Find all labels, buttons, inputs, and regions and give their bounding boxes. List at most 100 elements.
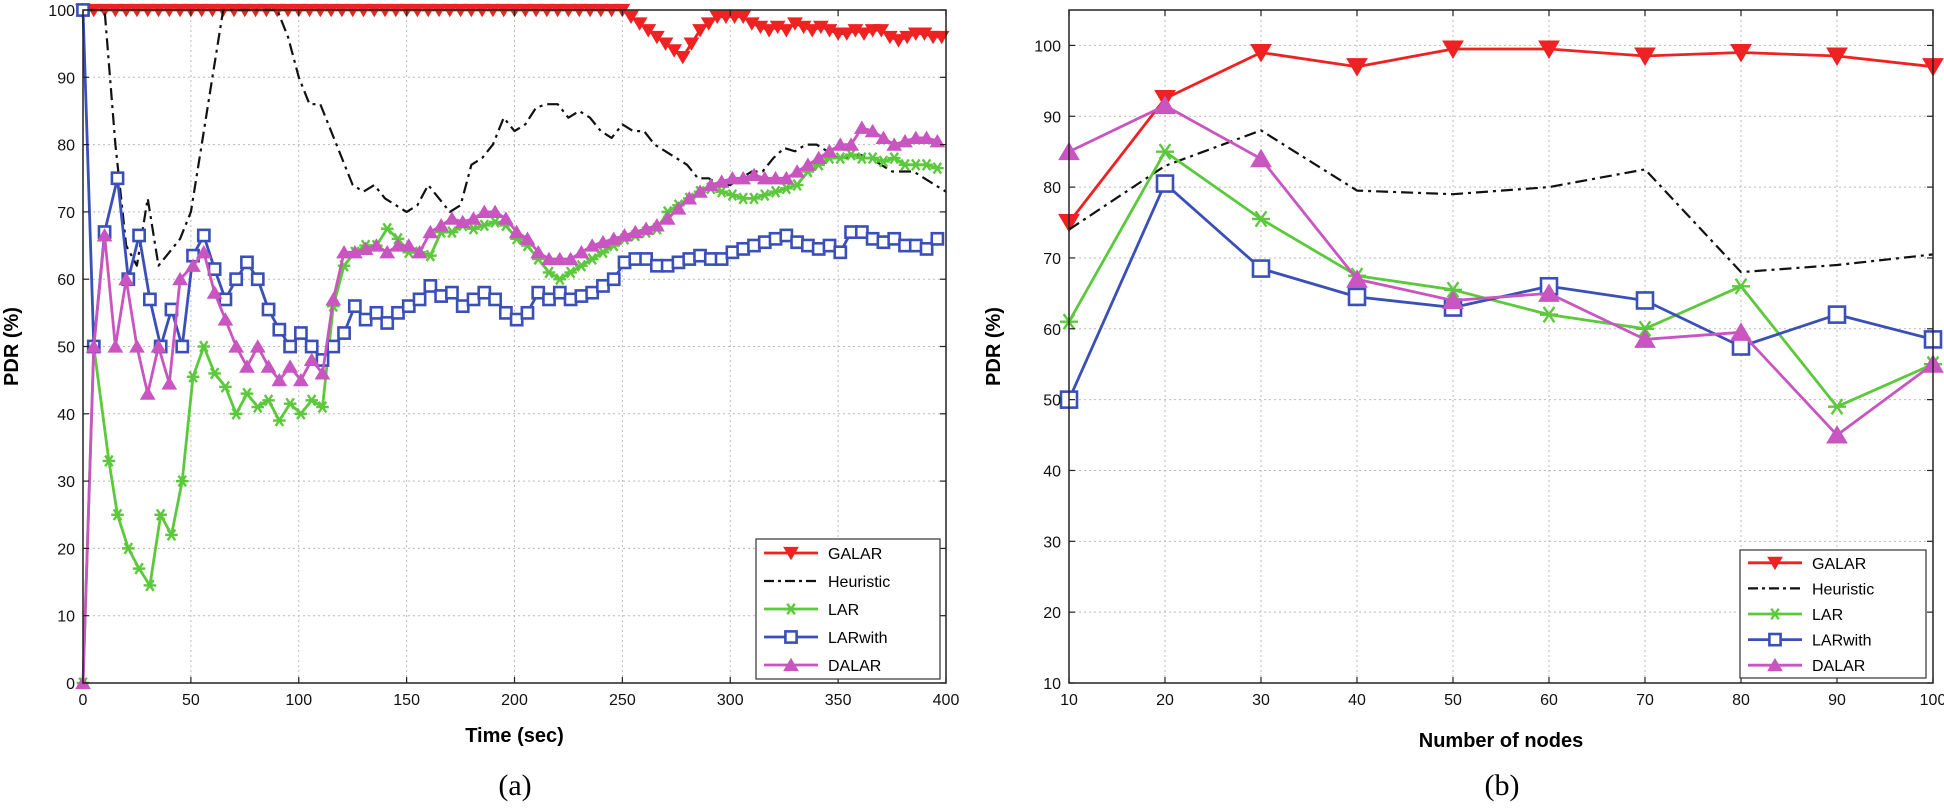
data-point-galar: [804, 24, 821, 38]
data-point-lar: [1156, 143, 1174, 161]
data-point-lar: [780, 182, 793, 195]
y-tick-label: 50: [57, 340, 75, 357]
chart-b: 10 20 30 40 50 60 70 80 90 100 10 20 30 40 50 60 70 80 90 1…: [983, 9, 1944, 802]
star-stroke: [786, 602, 796, 616]
x-tick-label: 80: [1732, 692, 1750, 709]
star-stroke: [274, 414, 285, 427]
legend-marker: [783, 546, 799, 561]
data-point-dalar: [1346, 269, 1368, 288]
data-point-larwith: [380, 316, 395, 330]
data-point-dalar: [96, 228, 113, 242]
star-stroke: [199, 340, 209, 353]
x-tick-label: 200: [501, 692, 528, 709]
star-stroke: [544, 266, 554, 279]
data-point-dalar: [778, 170, 795, 185]
star-stroke: [555, 273, 565, 286]
x-axis-label: Time (sec): [465, 725, 564, 747]
x-tick-label: 350: [825, 692, 852, 709]
star-stroke: [242, 387, 252, 400]
data-point-lar: [165, 528, 178, 541]
star-stroke: [565, 266, 576, 279]
star-stroke: [490, 215, 500, 229]
data-point-lar: [1540, 306, 1558, 323]
star-stroke: [306, 394, 317, 407]
data-point-larwith: [175, 339, 190, 354]
data-point-dalar: [541, 251, 557, 266]
star-stroke: [781, 182, 792, 195]
y-tick-label: 0: [66, 676, 75, 693]
legend: GALAR Heuristic LAR LARwith DALAR: [755, 538, 941, 680]
data-point-larwith: [132, 228, 146, 243]
series-heuristic: [1068, 129, 1934, 274]
star-stroke: [104, 454, 114, 467]
x-tick-label: 400: [933, 692, 960, 709]
legend-item-galar: GALAR: [764, 546, 882, 563]
data-point-lar: [251, 401, 265, 414]
data-point-galar: [873, 24, 890, 38]
series-line-heuristic: [1068, 129, 1934, 274]
data-point-dalar: [444, 211, 460, 225]
star-stroke: [921, 158, 932, 171]
data-point-dalar: [368, 238, 385, 252]
data-point-galar: [778, 24, 795, 38]
x-tick-label: 60: [1540, 692, 1558, 709]
data-point-dalar: [853, 120, 870, 134]
star-stroke: [209, 367, 220, 380]
legend: GALAR Heuristic LAR LARwith DALAR: [1739, 549, 1927, 679]
data-point-lar: [219, 380, 232, 393]
x-tick-label: 10: [1060, 692, 1078, 709]
y-tick-label: 30: [1043, 534, 1061, 551]
x-tick-label: 30: [1252, 692, 1270, 709]
star-stroke: [231, 407, 241, 420]
data-point-lar: [1444, 281, 1462, 299]
data-point-larwith: [283, 339, 298, 354]
data-point-lar: [553, 273, 567, 286]
x-tick-label: 90: [1828, 692, 1846, 709]
data-point-lar: [564, 266, 577, 279]
y-tick-label: 30: [57, 474, 75, 491]
data-point-lar: [305, 394, 318, 407]
legend-marker: [783, 657, 799, 672]
data-point-lar: [208, 367, 221, 380]
data-point-dalar: [487, 204, 503, 218]
legend-label: GALAR: [1812, 556, 1866, 573]
legend-marker: [1768, 607, 1782, 621]
star-stroke: [1542, 306, 1556, 323]
chart-a: 0 50 100 150 200 250 300 350 400 0 10 20 30 40 50 60 70 8…: [1, 3, 959, 802]
star-stroke: [252, 401, 263, 414]
star-stroke: [878, 155, 889, 168]
data-point-lar: [898, 158, 912, 171]
data-point-dalar: [918, 130, 935, 144]
data-point-larwith: [1155, 174, 1175, 193]
legend-marker: [784, 602, 798, 616]
data-point-galar: [1538, 40, 1560, 59]
data-point-larwith: [445, 285, 459, 300]
data-point-galar: [640, 24, 657, 38]
y-tick-label: 40: [57, 407, 75, 424]
star-stroke: [911, 158, 921, 171]
data-point-larwith: [1635, 291, 1655, 310]
series-larwith: [76, 3, 945, 367]
star-stroke: [468, 222, 479, 235]
y-tick-label: 90: [57, 70, 75, 87]
data-point-lar: [747, 192, 761, 205]
star-stroke: [889, 152, 899, 165]
data-point-larwith: [606, 272, 621, 287]
data-point-dalar: [746, 167, 762, 181]
data-point-lar: [769, 185, 782, 198]
data-point-dalar: [379, 244, 396, 259]
x-tick-label: 50: [1444, 692, 1462, 709]
star-stroke: [145, 579, 155, 592]
data-point-dalar: [433, 218, 450, 232]
data-point-galar: [692, 24, 708, 38]
x-tick-label: 40: [1348, 692, 1366, 709]
y-tick-label: 60: [57, 272, 75, 289]
data-point-lar: [445, 226, 459, 239]
data-point-dalar: [249, 339, 266, 353]
data-point-dalar: [293, 372, 309, 387]
data-point-dalar: [573, 244, 590, 259]
data-point-larwith: [423, 279, 438, 293]
data-point-lar: [424, 249, 437, 262]
data-point-dalar: [649, 218, 665, 232]
data-point-dalar: [832, 137, 849, 151]
